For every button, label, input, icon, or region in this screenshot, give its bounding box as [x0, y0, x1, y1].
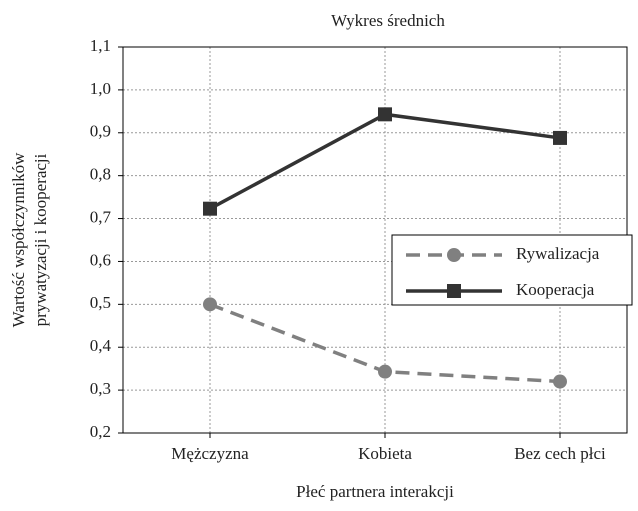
x-axis-label: Płeć partnera interakcji	[296, 482, 454, 501]
x-tick-label: Kobieta	[358, 444, 412, 463]
marker	[203, 297, 217, 312]
marker	[378, 107, 392, 122]
legend-box	[391, 234, 633, 306]
y-tick-label: 0,5	[90, 293, 111, 312]
y-tick-label: 0,8	[90, 165, 111, 184]
y-tick-label: 0,6	[90, 250, 111, 269]
y-tick-label: 0,2	[90, 422, 111, 441]
x-tick-label: Bez cech płci	[514, 444, 606, 463]
y-axis-label: prywatyzacji i kooperacji	[31, 153, 50, 326]
legend-label: Kooperacja	[516, 280, 595, 299]
y-axis-label: Wartość współczynników	[9, 152, 28, 327]
marker	[378, 364, 392, 379]
legend-label: Rywalizacja	[516, 244, 600, 263]
chart-title: Wykres średnich	[331, 11, 445, 30]
x-tick-label: Mężczyzna	[171, 444, 249, 463]
y-tick-label: 0,9	[90, 122, 111, 141]
marker	[203, 201, 217, 216]
y-tick-label: 0,3	[90, 379, 111, 398]
y-tick-label: 1,0	[90, 79, 111, 98]
marker	[553, 130, 567, 145]
y-tick-label: 0,7	[90, 207, 112, 226]
y-tick-label: 0,4	[90, 336, 112, 355]
marker	[447, 284, 461, 298]
marker	[447, 248, 461, 262]
marker	[553, 374, 567, 389]
y-tick-label: 1,1	[90, 36, 111, 55]
